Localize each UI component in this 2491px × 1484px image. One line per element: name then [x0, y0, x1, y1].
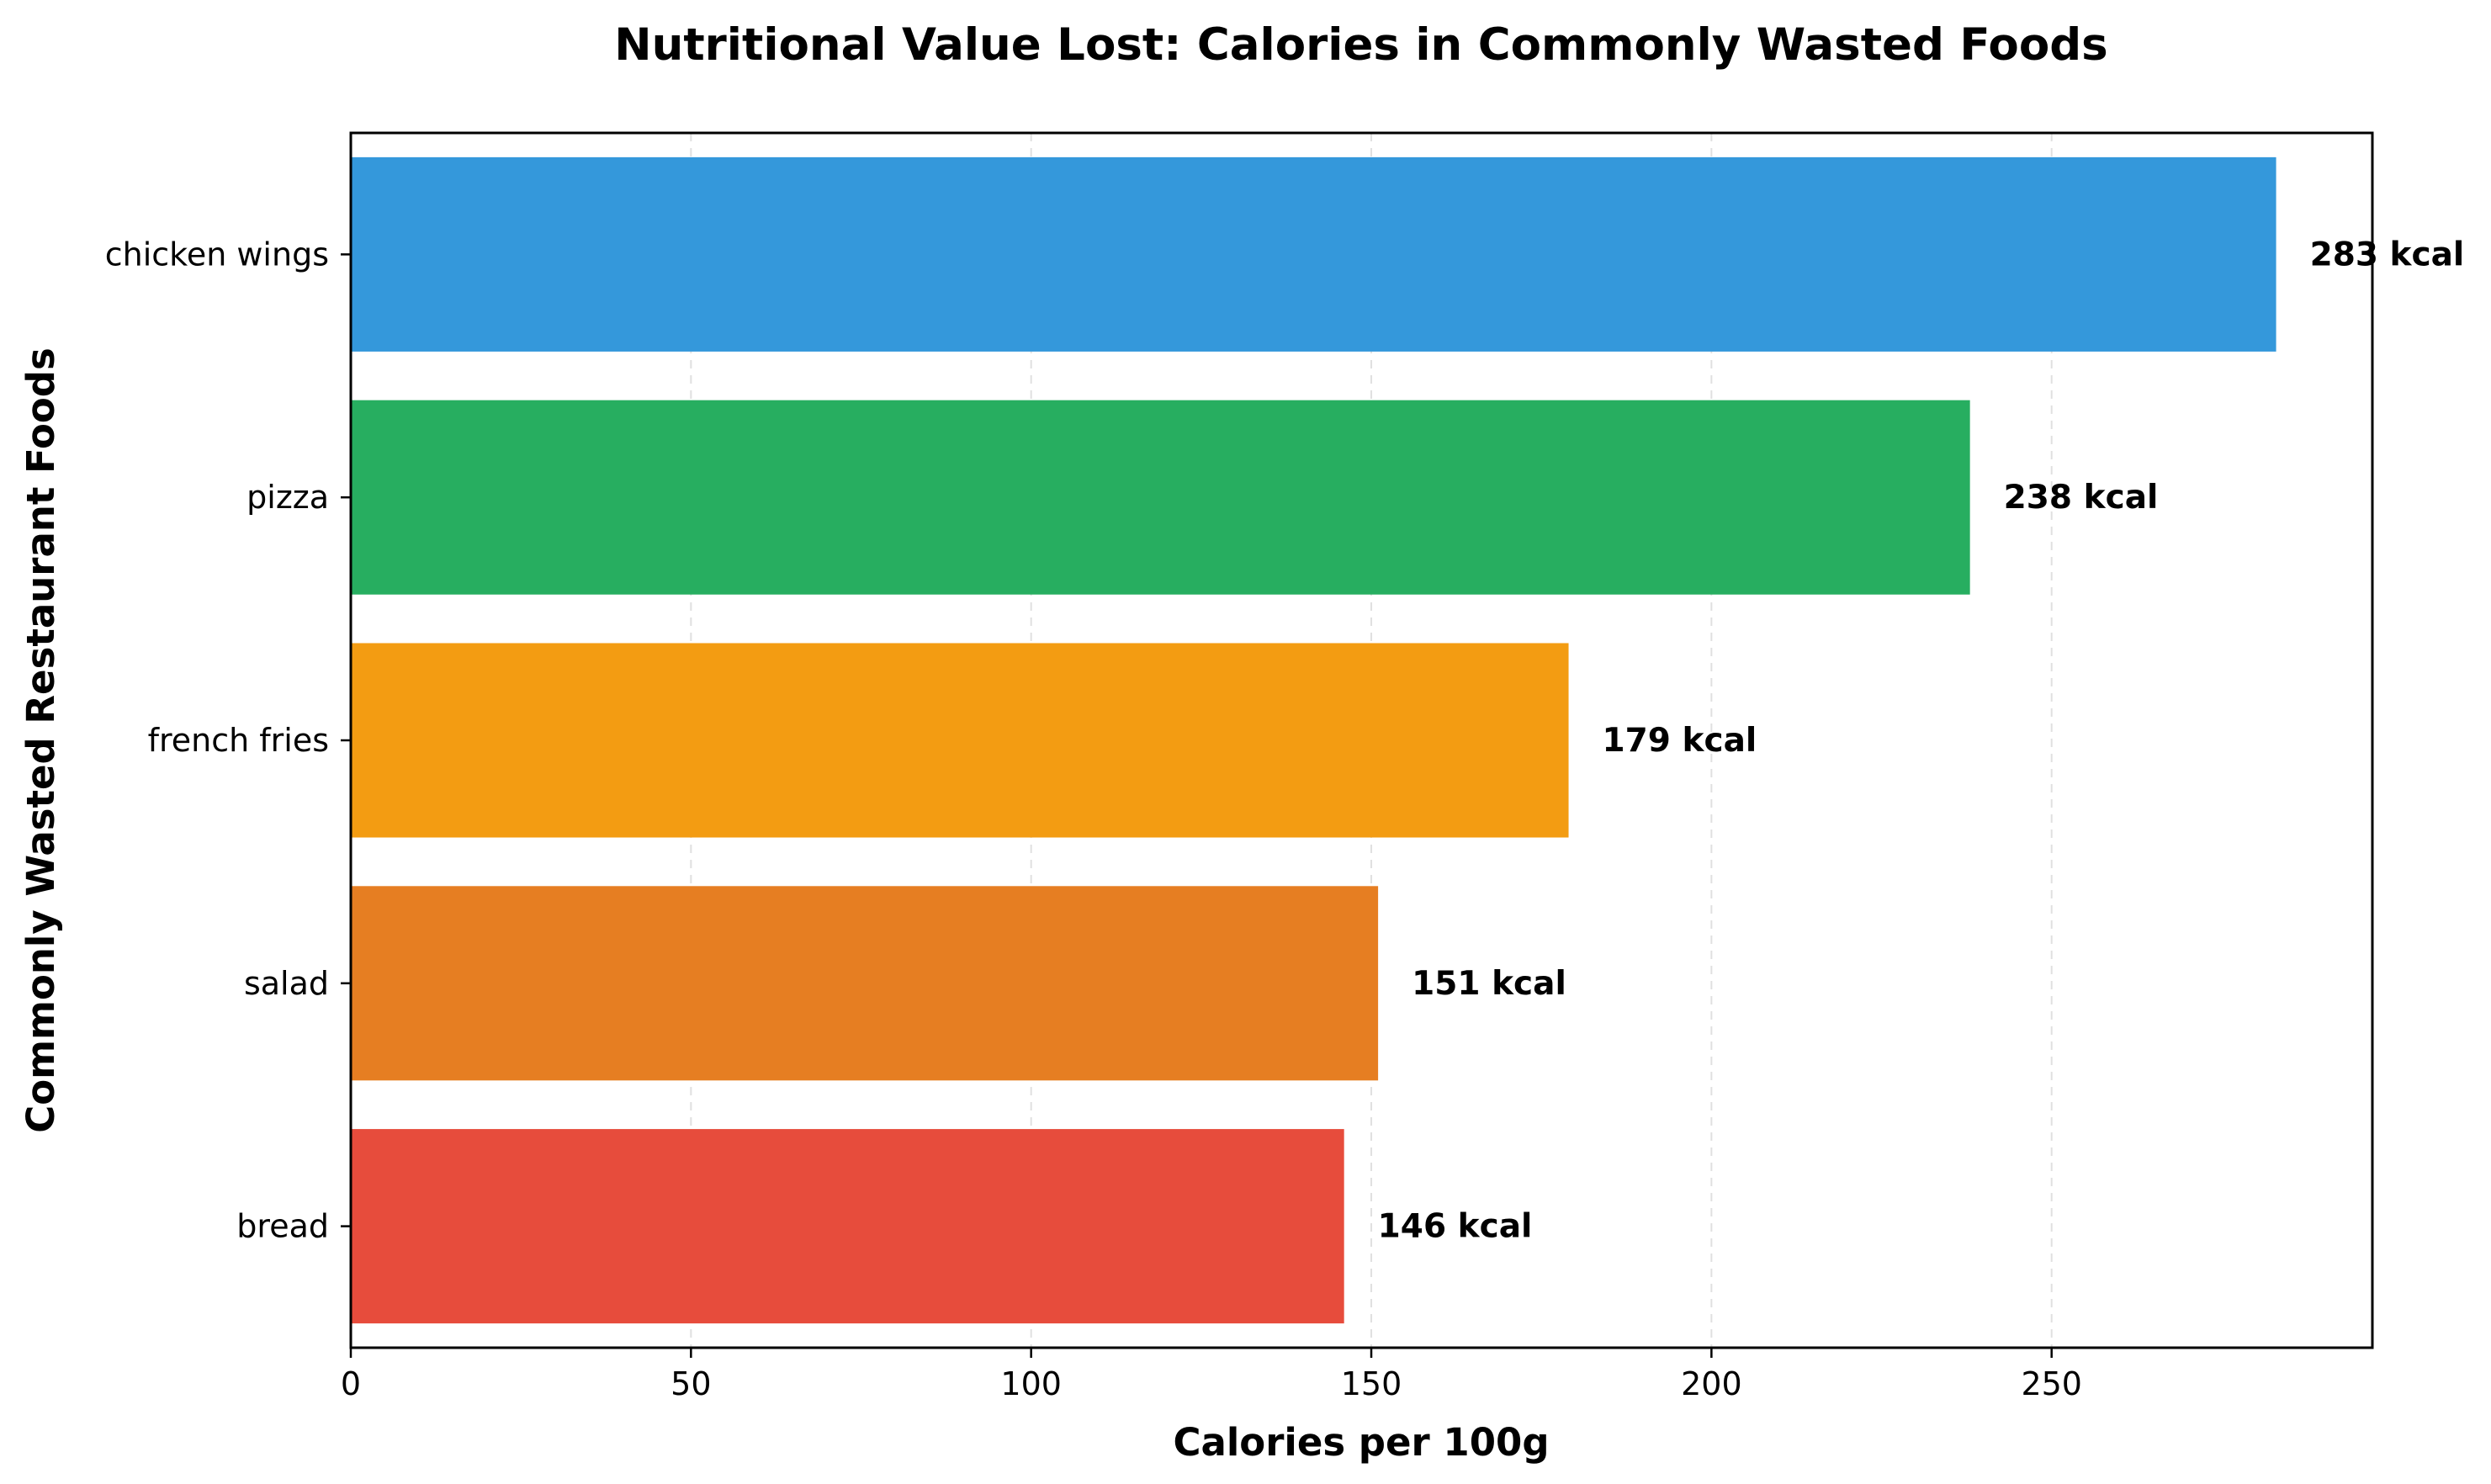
bar-french-fries: [351, 643, 1569, 838]
x-tick-label: 50: [670, 1365, 711, 1402]
x-tick-label: 0: [341, 1365, 361, 1402]
y-tick-label: salad: [244, 965, 329, 1002]
y-tick-label: french fries: [148, 722, 329, 759]
y-tick-label: bread: [236, 1208, 329, 1245]
data-label: 146 kcal: [1378, 1208, 1533, 1246]
bar-bread: [351, 1129, 1344, 1324]
bars: [351, 156, 2276, 1324]
y-tick-label: chicken wings: [105, 236, 329, 273]
x-axis-ticks: 0 50 100 150 200 250: [341, 1348, 2082, 1402]
data-label: 238 kcal: [2004, 479, 2159, 517]
x-tick-label: 200: [1681, 1365, 1742, 1402]
bar-chicken-wings: [351, 156, 2276, 352]
x-tick-label: 250: [2021, 1365, 2082, 1402]
bar-salad: [351, 886, 1379, 1081]
data-label: 179 kcal: [1603, 722, 1757, 760]
x-tick-label: 100: [1000, 1365, 1062, 1402]
data-label: 283 kcal: [2310, 236, 2465, 273]
bar-pizza: [351, 400, 1970, 595]
chart-title: Nutritional Value Lost: Calories in Comm…: [614, 19, 2107, 71]
y-axis-label: Commonly Wasted Restaurant Foods: [19, 347, 63, 1133]
data-labels: 283 kcal 238 kcal 179 kcal 151 kcal 146 kcal: [1378, 236, 2465, 1245]
data-label: 151 kcal: [1412, 965, 1566, 1003]
y-tick-label: pizza: [246, 479, 329, 516]
x-tick-label: 150: [1341, 1365, 1402, 1402]
y-axis-ticks: chicken wings pizza french fries salad bread: [105, 236, 351, 1245]
x-axis-label: Calories per 100g: [1173, 1420, 1549, 1465]
